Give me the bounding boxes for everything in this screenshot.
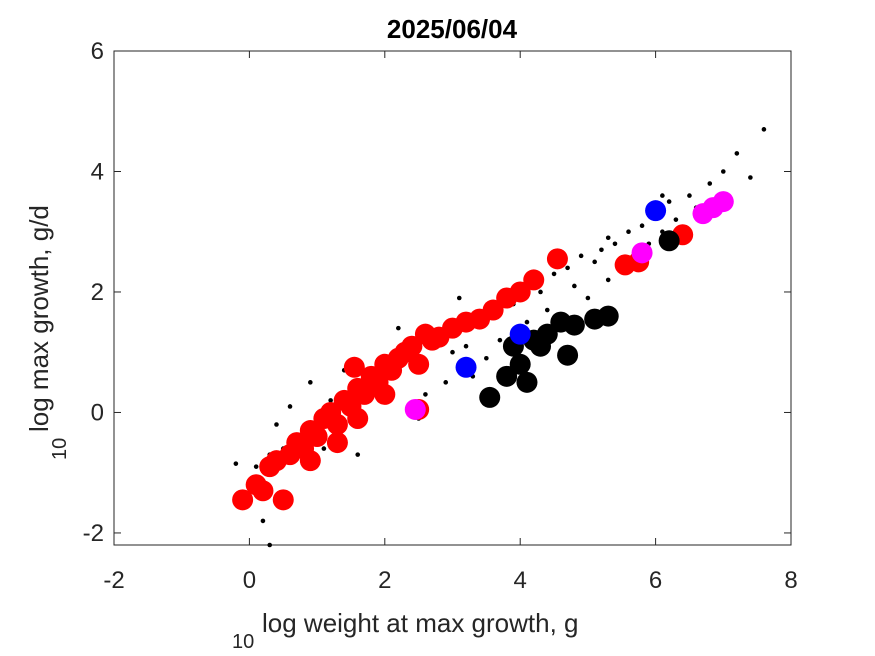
point-black-25 <box>565 265 570 271</box>
point-black-58 <box>396 325 401 331</box>
point-black-27 <box>578 253 584 259</box>
point-black-45 <box>721 169 726 174</box>
point-black-0 <box>479 386 501 408</box>
point-black-23 <box>551 271 557 277</box>
point-black-31 <box>605 277 611 283</box>
point-black-7 <box>328 398 333 403</box>
point-blue-1 <box>509 323 531 345</box>
point-magenta-0 <box>404 398 426 420</box>
point-black-30 <box>599 247 604 253</box>
point-black-64 <box>605 235 611 241</box>
point-black-26 <box>572 283 577 289</box>
point-black-22 <box>544 307 550 313</box>
point-red-0 <box>232 489 254 511</box>
point-red-2 <box>252 480 274 502</box>
point-blue-2 <box>645 200 667 222</box>
x-tick-label: 8 <box>784 567 797 594</box>
point-red-5 <box>272 489 294 511</box>
point-black-6 <box>287 404 293 409</box>
point-magenta-4 <box>712 191 734 213</box>
point-black-36 <box>639 223 645 229</box>
point-black-21 <box>538 289 543 295</box>
point-red-26 <box>408 353 430 375</box>
point-black-3 <box>509 353 531 375</box>
point-black-49 <box>423 392 428 397</box>
point-black-59 <box>456 295 462 301</box>
point-blue-0 <box>455 356 477 378</box>
point-black-13 <box>658 230 680 252</box>
chart-title: 2025/06/04 <box>387 14 518 44</box>
y-tick-label: -2 <box>83 520 104 547</box>
point-black-44 <box>707 181 713 186</box>
y-tick-label: 6 <box>91 38 104 65</box>
point-red-35 <box>509 281 531 303</box>
point-black-28 <box>585 295 591 301</box>
point-black-20 <box>524 319 530 325</box>
point-black-7 <box>536 323 558 345</box>
point-red-38 <box>326 432 348 454</box>
point-black-32 <box>612 241 618 247</box>
point-red-25 <box>401 335 423 357</box>
x-axis-label: 10 log weight at max growth, g <box>232 608 579 653</box>
y-tick-label: 4 <box>91 158 104 185</box>
point-red-41 <box>374 383 396 405</box>
point-black-48 <box>761 127 767 132</box>
x-axis-label-prefix: 10 <box>232 631 254 653</box>
point-red-36 <box>523 269 545 291</box>
x-tick-label: 6 <box>649 567 662 594</box>
y-axis-label: 10 log max growth, g/d <box>24 205 71 460</box>
x-tick-label: 2 <box>378 567 391 594</box>
point-magenta-1 <box>631 242 653 264</box>
y-axis-label-text: log max growth, g/d <box>24 205 54 432</box>
point-black-65 <box>660 193 665 198</box>
point-black-40 <box>666 199 672 204</box>
point-black-4 <box>516 371 538 393</box>
point-black-18 <box>497 337 503 343</box>
point-red-39 <box>299 450 321 472</box>
point-black-12 <box>597 305 619 327</box>
data-points <box>232 127 767 548</box>
plot-area <box>113 50 792 546</box>
point-black-16 <box>484 355 489 361</box>
point-black-60 <box>260 518 266 524</box>
point-black-1 <box>253 464 259 469</box>
point-black-13 <box>450 349 455 355</box>
y-tick-label: 0 <box>91 399 104 426</box>
point-black-1 <box>496 365 518 387</box>
point-red-33 <box>482 299 504 321</box>
x-axis-label-text: log weight at max growth, g <box>262 608 579 638</box>
point-red-40 <box>347 407 369 429</box>
point-black-62 <box>355 452 361 457</box>
point-black-34 <box>626 229 631 235</box>
point-red-37 <box>546 248 568 270</box>
y-axis-label-prefix: 10 <box>49 438 71 460</box>
point-black-29 <box>592 259 597 265</box>
point-black-54 <box>321 446 327 451</box>
point-black-50 <box>443 380 449 385</box>
point-black-46 <box>734 151 740 156</box>
point-black-14 <box>463 343 469 349</box>
point-black-9 <box>557 344 579 366</box>
point-black-61 <box>267 542 273 548</box>
x-tick-label: -2 <box>103 567 124 594</box>
point-red-13 <box>326 414 348 436</box>
point-red-18 <box>353 383 375 405</box>
point-black-0 <box>233 461 239 466</box>
y-tick-label: 2 <box>91 279 104 306</box>
point-black-41 <box>673 217 679 222</box>
x-tick-label: 0 <box>243 567 256 594</box>
point-black-10 <box>563 314 585 336</box>
point-black-55 <box>274 422 279 427</box>
x-tick-label: 4 <box>514 567 527 594</box>
point-black-47 <box>748 175 753 180</box>
point-red-10 <box>306 426 328 448</box>
point-black-42 <box>687 193 692 198</box>
point-red-16 <box>343 356 365 378</box>
point-black-56 <box>308 380 313 385</box>
axis-ticks: -2 0 2 4 6 8 -2 0 2 4 6 <box>83 38 798 594</box>
